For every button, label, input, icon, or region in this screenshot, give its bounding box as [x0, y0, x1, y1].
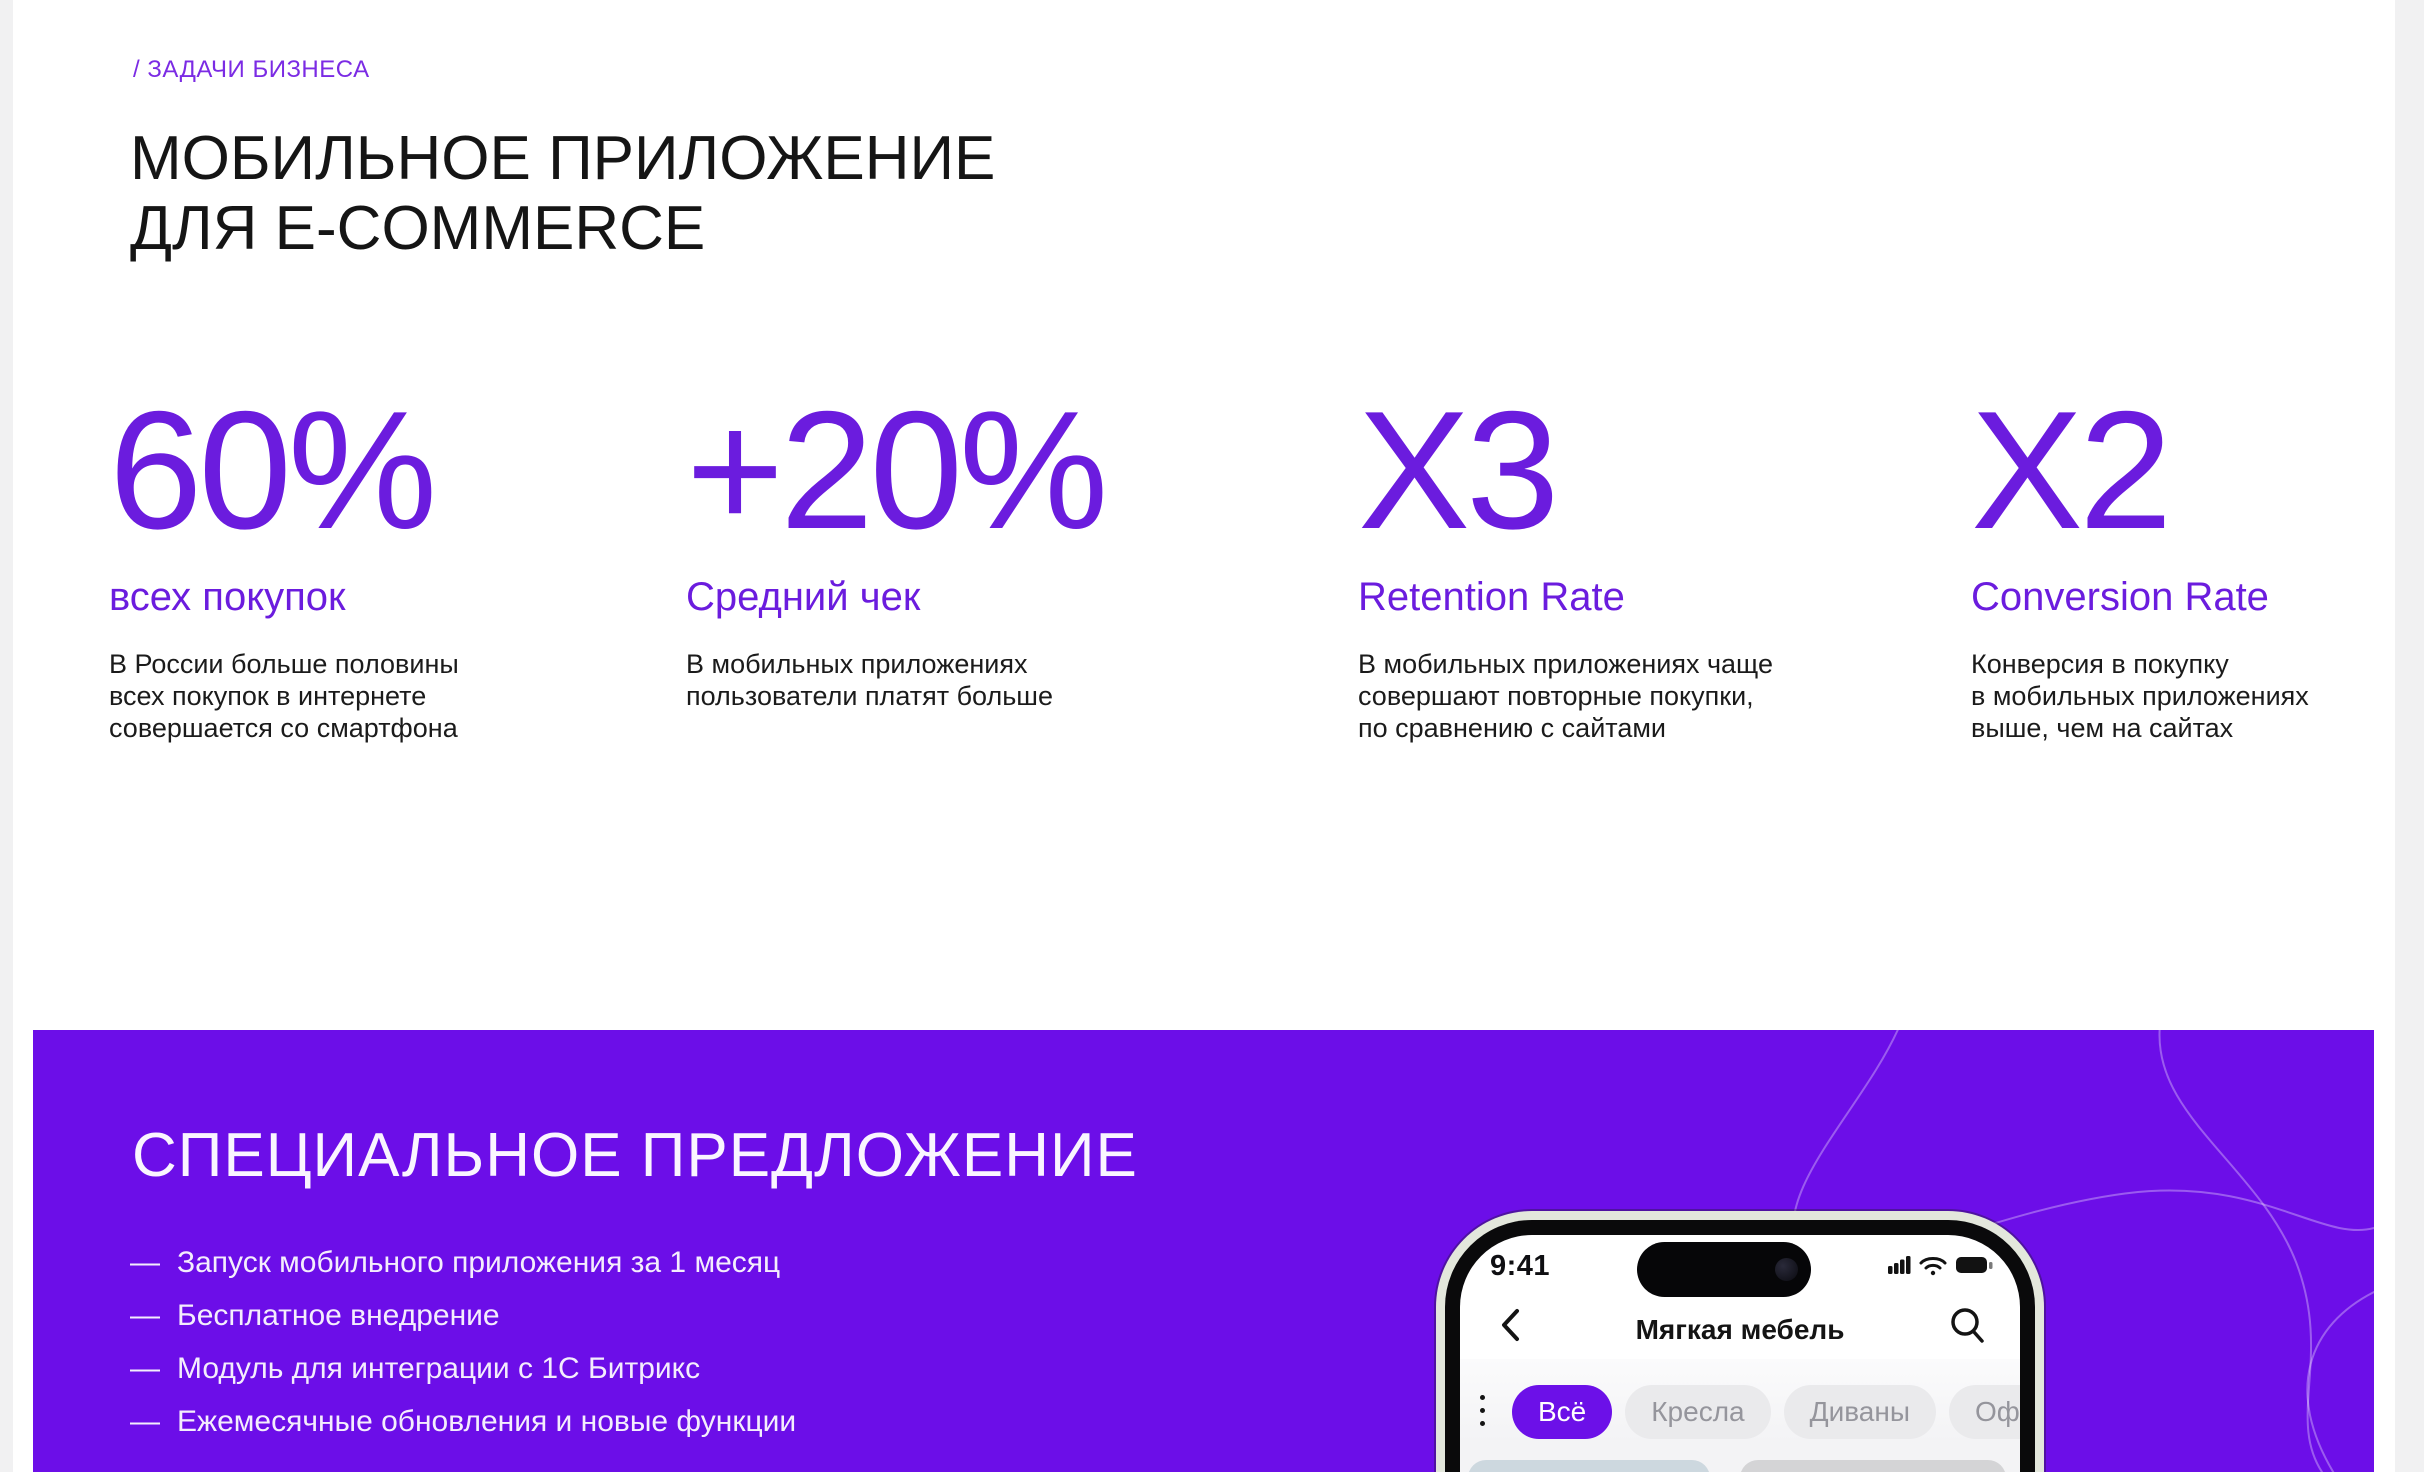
- stat-label: Retention Rate: [1358, 575, 1625, 619]
- product-card-placeholder[interactable]: [1468, 1460, 1710, 1472]
- stat-value: X3: [1358, 376, 1560, 564]
- stat-card: +20% Средний чек В мобильных приложениях…: [686, 376, 1246, 712]
- cellular-icon: [1888, 1256, 1911, 1274]
- chip-office[interactable]: Офис: [1948, 1385, 2020, 1439]
- offer-item-text: Запуск мобильного приложения за 1 месяц: [177, 1246, 781, 1279]
- chip-sofas[interactable]: Диваны: [1783, 1385, 1936, 1439]
- camera-icon: [1775, 1258, 1798, 1281]
- stat-card: X3 Retention Rate В мобильных приложения…: [1358, 376, 1918, 744]
- product-card-placeholder[interactable]: [1740, 1460, 2006, 1472]
- offer-list-item: — Модуль для интеграции с 1С Битрикс: [130, 1352, 796, 1386]
- stat-label: Средний чек: [686, 575, 921, 619]
- category-chips: Всё Кресла Диваны Офис: [1512, 1385, 2020, 1439]
- back-button[interactable]: [1496, 1305, 1526, 1345]
- offer-list: — Запуск мобильного приложения за 1 месяц…: [130, 1246, 796, 1458]
- stat-value: 60%: [109, 376, 437, 564]
- stat-description: Конверсия в покупку в мобильных приложен…: [1971, 649, 2309, 743]
- chip-all[interactable]: Всё: [1512, 1385, 1613, 1439]
- stat-label: всех покупок: [109, 575, 346, 619]
- stat-value: +20%: [686, 376, 1108, 564]
- stat-description: В России больше половины всех покупок в …: [109, 649, 459, 743]
- screen-content: Всё Кресла Диваны Офис: [1460, 1359, 2020, 1472]
- stat-value: X2: [1971, 376, 2173, 564]
- chip-armchairs[interactable]: Кресла: [1625, 1385, 1771, 1439]
- status-icons: [1888, 1256, 1993, 1276]
- offer-item-text: Бесплатное внедрение: [177, 1299, 500, 1332]
- bullet-dash: —: [130, 1352, 160, 1385]
- offer-item-text: Модуль для интеграции с 1С Битрикс: [177, 1352, 701, 1385]
- screen-title: Мягкая мебель: [1635, 1314, 1845, 1345]
- bullet-dash: —: [130, 1299, 160, 1332]
- offer-list-item: — Бесплатное внедрение: [130, 1299, 796, 1333]
- dynamic-island: [1637, 1242, 1811, 1297]
- wifi-icon: [1919, 1257, 1947, 1276]
- phone-mockup: 9:41: [1436, 1211, 2044, 1472]
- stat-description: В мобильных приложениях пользователи пла…: [686, 649, 1053, 711]
- breadcrumb: / ЗАДАЧИ БИЗНЕСА: [133, 56, 370, 83]
- stat-description: В мобильных приложениях чаще совершают п…: [1358, 649, 1773, 743]
- bullet-dash: —: [130, 1246, 160, 1279]
- offer-list-item: — Ежемесячные обновления и новые функции: [130, 1405, 796, 1439]
- offer-list-item: — Запуск мобильного приложения за 1 месяц: [130, 1246, 796, 1280]
- stat-card: X2 Conversion Rate Конверсия в покупку в…: [1971, 376, 2411, 744]
- bullet-dash: —: [130, 1405, 160, 1438]
- battery-icon: [1956, 1257, 1993, 1273]
- stat-card: 60% всех покупок В России больше половин…: [109, 376, 669, 744]
- kebab-menu-icon[interactable]: [1480, 1395, 1485, 1426]
- search-icon[interactable]: [1948, 1305, 1988, 1347]
- offer-item-text: Ежемесячные обновления и новые функции: [177, 1405, 797, 1438]
- page-title: МОБИЛЬНОЕ ПРИЛОЖЕНИЕ ДЛЯ E-COMMERCE: [130, 124, 996, 263]
- stat-label: Conversion Rate: [1971, 575, 2269, 619]
- phone-screen: 9:41: [1460, 1235, 2020, 1472]
- offer-title: СПЕЦИАЛЬНОЕ ПРЕДЛОЖЕНИЕ: [132, 1121, 1138, 1190]
- status-time: 9:41: [1490, 1250, 1551, 1282]
